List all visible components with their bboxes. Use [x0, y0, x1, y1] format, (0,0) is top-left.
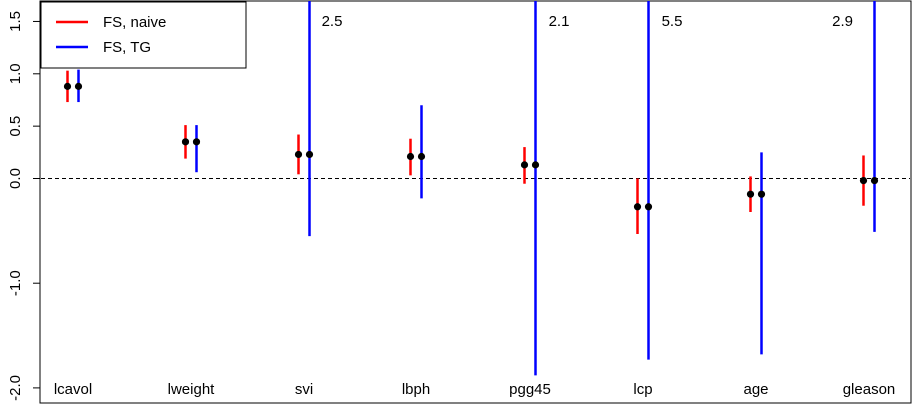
- point-tg-svi: [305, 150, 314, 159]
- y-tick-label: -1.0: [7, 270, 24, 296]
- category-label-gleason: gleason: [843, 381, 896, 398]
- legend-label-naive: FS, naive: [103, 14, 166, 31]
- category-label-lweight: lweight: [168, 381, 216, 398]
- clipped-interval-annotations: 2.5 2.1 5.5 2.9: [322, 13, 853, 30]
- y-tick-label: -2.0: [7, 375, 24, 401]
- annotation-pgg45: 2.1: [549, 13, 570, 30]
- point-naive-svi: [294, 150, 303, 159]
- point-naive-age: [746, 190, 755, 198]
- point-tg-lcp: [644, 203, 653, 211]
- annotation-lcp: 5.5: [662, 13, 683, 30]
- point-tg-gleason: [870, 176, 879, 185]
- y-tick-label: 1.5: [7, 11, 24, 32]
- category-label-lcp: lcp: [633, 381, 652, 398]
- category-label-svi: svi: [295, 381, 313, 398]
- point-tg-lweight: [192, 138, 201, 146]
- point-tg-pgg45: [531, 161, 540, 169]
- legend-box: [40, 1, 247, 69]
- y-tick-label: 0.0: [7, 168, 24, 189]
- legend: FS, naive FS, TG: [40, 1, 247, 69]
- y-tick-label: 1.0: [7, 63, 24, 84]
- interval-marks: [63, 1, 879, 376]
- point-naive-lcp: [633, 203, 642, 211]
- category-labels: lcavol lweight svi lbph pgg45 lcp age gleason: [54, 381, 895, 398]
- annotation-svi: 2.5: [322, 13, 343, 30]
- point-naive-lcavol: [63, 82, 72, 90]
- point-naive-pgg45: [520, 161, 529, 169]
- y-axis: -2.0 -1.0 0.0 0.5 1.0 1.5: [7, 11, 41, 401]
- point-tg-lbph: [417, 152, 426, 161]
- point-tg-age: [757, 190, 766, 198]
- legend-label-tg: FS, TG: [103, 39, 151, 56]
- category-label-pgg45: pgg45: [509, 381, 551, 398]
- category-label-lcavol: lcavol: [54, 381, 92, 398]
- point-naive-lbph: [406, 152, 415, 161]
- y-tick-label: 0.5: [7, 116, 24, 137]
- category-label-age: age: [743, 381, 768, 398]
- point-naive-gleason: [859, 176, 868, 185]
- point-tg-lcavol: [74, 82, 83, 90]
- point-naive-lweight: [181, 138, 190, 146]
- annotation-gleason: 2.9: [832, 13, 853, 30]
- category-label-lbph: lbph: [402, 381, 430, 398]
